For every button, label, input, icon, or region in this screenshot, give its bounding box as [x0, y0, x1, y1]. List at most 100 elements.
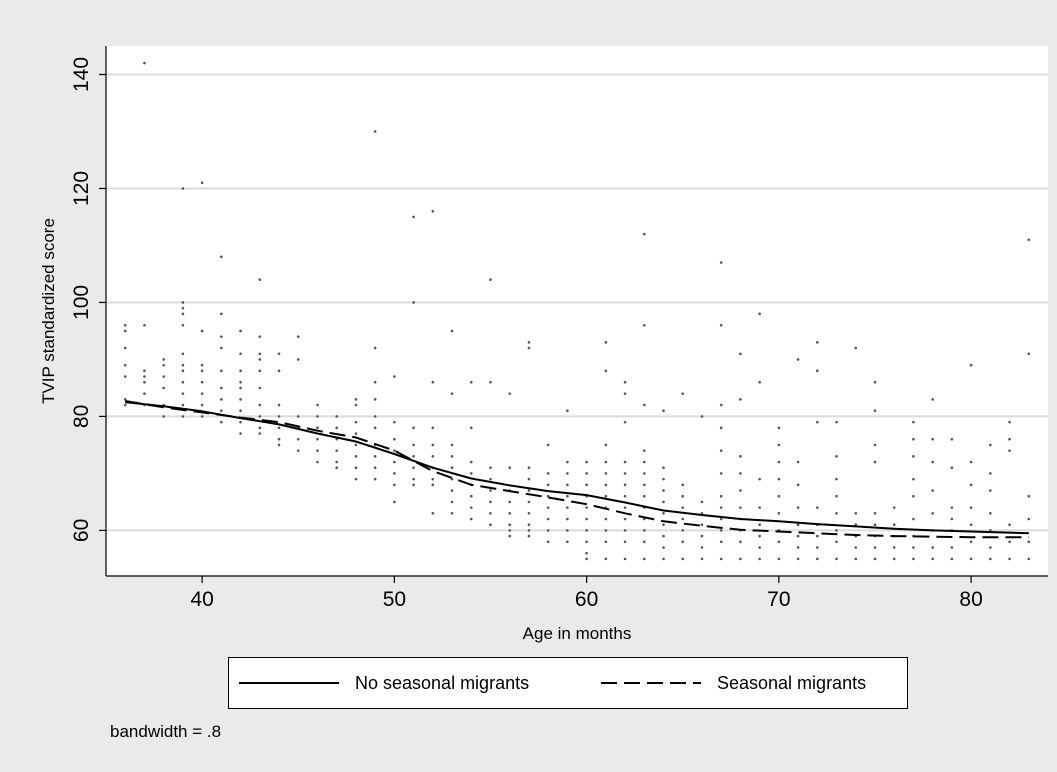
data-point	[989, 546, 992, 549]
data-point	[969, 523, 973, 527]
data-point	[873, 546, 877, 549]
data-point	[412, 455, 415, 458]
data-point	[931, 437, 934, 441]
data-point	[758, 477, 761, 481]
data-point	[681, 529, 685, 532]
data-point	[431, 443, 435, 447]
data-point	[469, 460, 473, 464]
data-point	[354, 398, 358, 401]
data-point	[623, 517, 627, 521]
data-point	[873, 557, 877, 561]
data-point	[316, 437, 319, 441]
data-point	[200, 392, 204, 395]
data-point	[450, 392, 454, 395]
data-point	[719, 261, 723, 264]
data-point	[277, 352, 281, 356]
data-point	[950, 557, 954, 561]
data-point	[469, 517, 473, 521]
data-point	[489, 380, 492, 384]
data-point	[681, 540, 685, 544]
no-seasonal-migrants-line	[125, 401, 1029, 535]
data-point	[527, 489, 531, 492]
data-point	[527, 346, 531, 350]
data-point	[181, 301, 185, 304]
data-point	[489, 278, 492, 281]
data-point	[931, 557, 934, 561]
data-point	[373, 130, 377, 133]
data-point	[623, 483, 627, 487]
data-point	[412, 477, 415, 481]
data-point	[200, 329, 204, 333]
data-point	[642, 557, 646, 561]
data-point	[739, 472, 742, 475]
data-point	[642, 460, 646, 464]
data-point	[816, 506, 819, 509]
data-point	[931, 546, 934, 549]
data-point	[719, 506, 723, 509]
data-point	[469, 506, 473, 509]
y-tick-label: 100	[70, 285, 93, 320]
data-point	[950, 517, 954, 521]
data-point	[181, 352, 185, 356]
data-point	[200, 415, 204, 418]
data-point	[373, 455, 377, 458]
data-point	[585, 540, 588, 544]
data-point	[220, 386, 223, 390]
data-point	[777, 494, 781, 498]
data-point	[335, 449, 338, 452]
data-point	[739, 557, 742, 561]
data-point	[758, 546, 761, 549]
data-point	[642, 529, 646, 532]
data-point	[200, 181, 204, 185]
data-point	[566, 517, 569, 521]
data-point	[431, 455, 435, 458]
data-point	[508, 500, 512, 504]
data-point	[700, 534, 704, 538]
data-point	[796, 483, 800, 487]
x-tick-label: 70	[767, 588, 790, 611]
data-point	[777, 426, 781, 430]
data-point	[181, 380, 185, 384]
data-point	[623, 529, 627, 532]
data-point	[181, 306, 185, 310]
data-point	[316, 460, 319, 464]
data-point	[1008, 523, 1011, 527]
data-point	[662, 534, 665, 538]
data-point	[335, 426, 338, 430]
data-point	[335, 466, 338, 470]
legend-label-no-seasonal-migrants: No seasonal migrants	[355, 672, 530, 693]
data-point	[258, 426, 262, 430]
data-point	[989, 489, 992, 492]
data-point	[777, 557, 781, 561]
data-point	[585, 517, 588, 521]
data-point	[604, 517, 608, 521]
data-point	[623, 494, 627, 498]
data-point	[566, 506, 569, 509]
data-point	[412, 301, 415, 304]
data-point	[373, 398, 377, 401]
data-point	[585, 529, 588, 532]
data-point	[181, 403, 185, 407]
data-point	[354, 432, 358, 435]
data-point	[123, 398, 127, 401]
x-tick-label: 80	[959, 588, 982, 611]
data-point	[873, 443, 877, 447]
data-point	[700, 557, 704, 561]
data-point	[585, 460, 588, 464]
data-point	[816, 546, 819, 549]
data-point	[604, 341, 608, 344]
data-point	[623, 557, 627, 561]
data-point	[258, 352, 262, 356]
data-point	[835, 557, 838, 561]
data-point	[546, 472, 550, 475]
data-point	[546, 529, 550, 532]
data-point	[200, 363, 204, 367]
data-point	[989, 529, 992, 532]
data-point	[373, 477, 377, 481]
data-point	[258, 369, 262, 373]
data-point	[412, 443, 415, 447]
data-point	[143, 380, 146, 384]
data-point	[719, 494, 723, 498]
data-point	[642, 232, 646, 236]
data-point	[450, 500, 454, 504]
